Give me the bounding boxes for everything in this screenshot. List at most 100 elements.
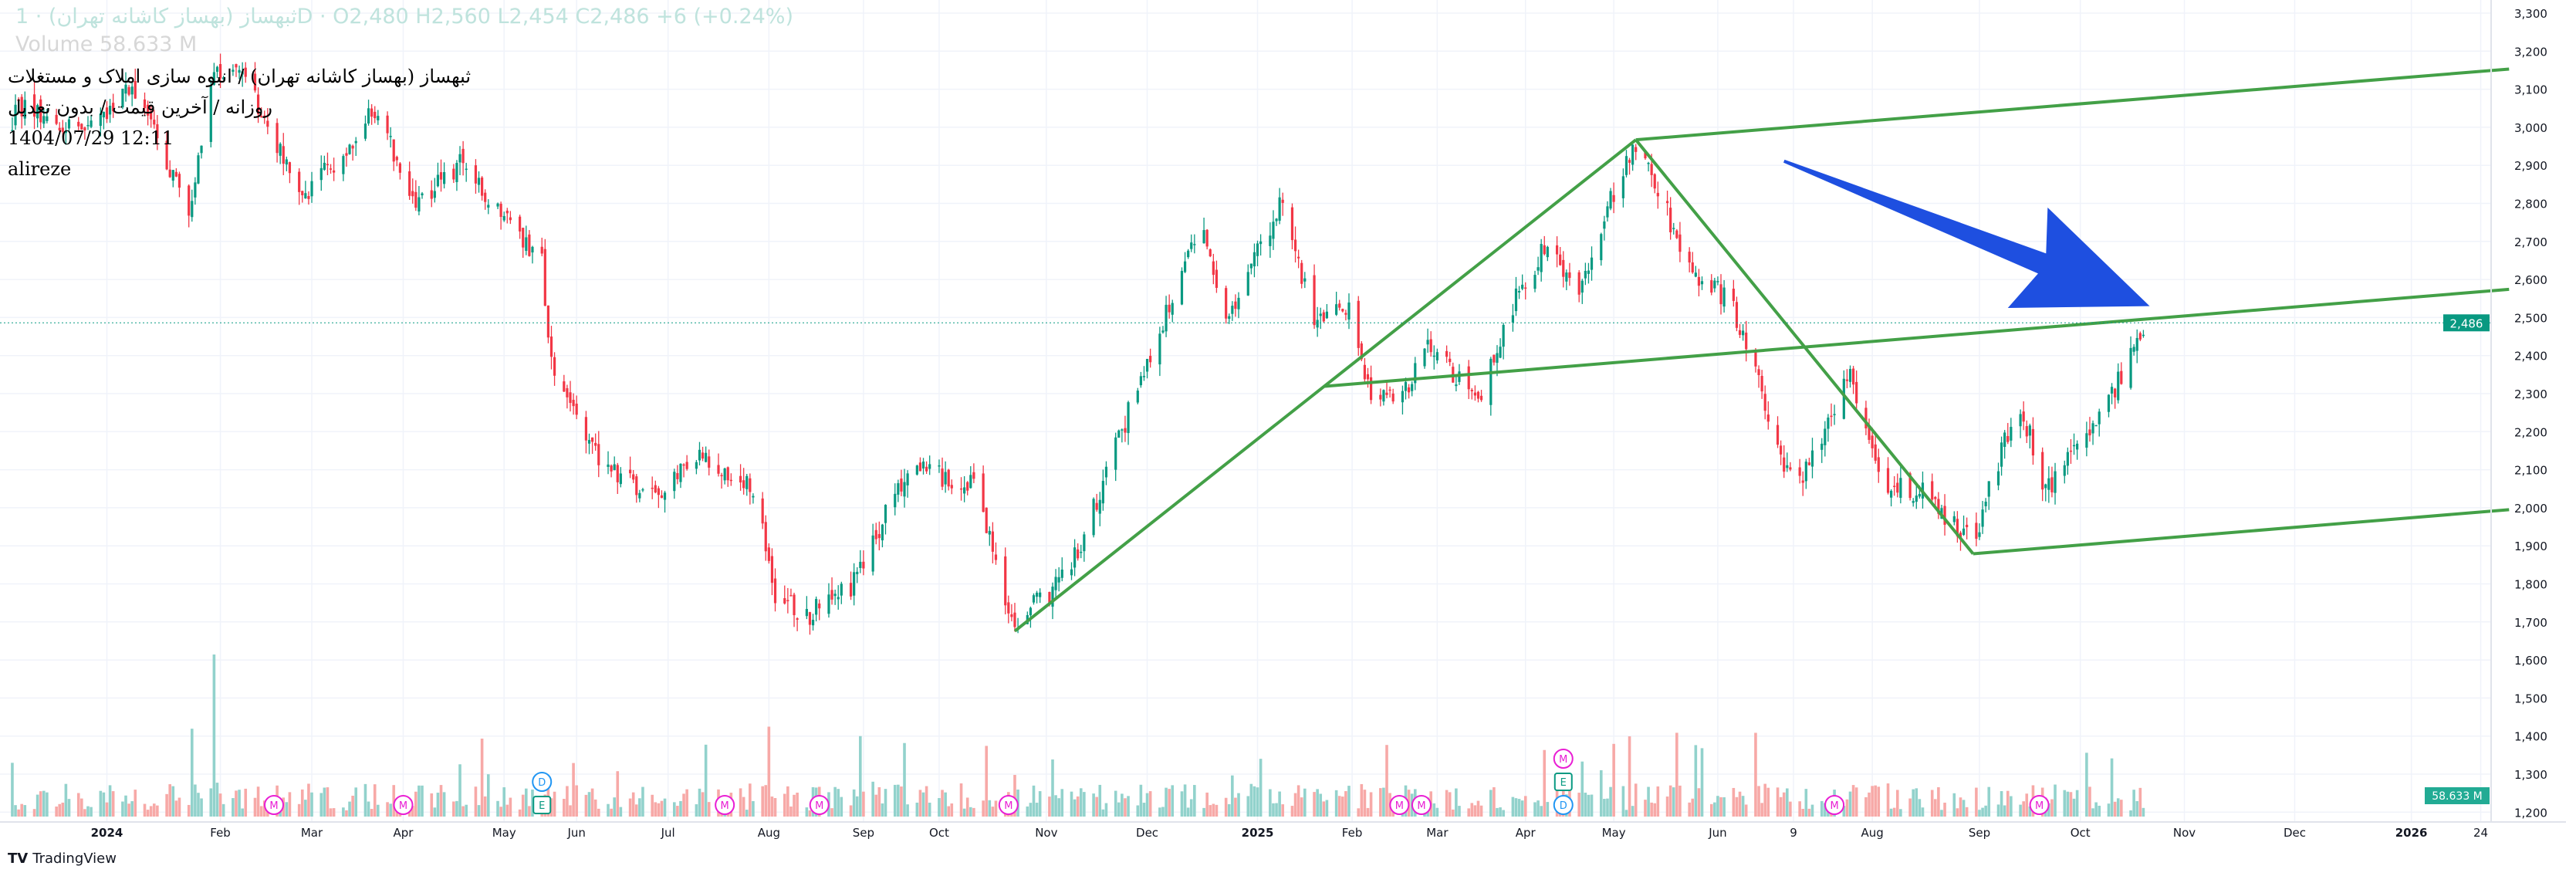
split-event-marker[interactable]: D [532, 772, 553, 792]
earnings-event-marker[interactable]: E [1553, 773, 1573, 791]
candle-body [307, 196, 310, 199]
candle-body [877, 533, 881, 539]
dividend-event-marker[interactable]: M [715, 795, 735, 815]
candle-body [1719, 284, 1722, 305]
dividend-event-marker[interactable]: M [1411, 795, 1432, 815]
dividend-event-marker[interactable]: M [1824, 795, 1845, 815]
dividend-event-marker[interactable]: M [264, 795, 285, 815]
volume-bar [455, 800, 458, 817]
volume-bar [259, 806, 263, 817]
candle-body [367, 108, 370, 123]
volume-bar [1912, 789, 1915, 817]
candle-body [304, 193, 307, 199]
trendline[interactable] [1323, 287, 2510, 388]
dividend-event-marker[interactable]: M [998, 795, 1019, 815]
dividend-event-marker[interactable]: M [393, 795, 414, 815]
trendlines[interactable] [1013, 67, 2510, 633]
volume-bar [742, 797, 745, 817]
candle-body [723, 468, 726, 481]
candle-body [105, 107, 109, 120]
volume-bar [130, 801, 134, 817]
trendline[interactable] [1635, 67, 2510, 142]
candle-body [1559, 254, 1562, 266]
candle-body [663, 492, 667, 500]
volume-bar [1148, 791, 1152, 817]
volume-bar [421, 785, 424, 817]
candle-body [1644, 152, 1647, 159]
volume-bar [2050, 799, 2054, 817]
candle-body [191, 201, 194, 218]
candle-body [969, 475, 972, 489]
dividend-event-marker[interactable]: M [1553, 749, 1574, 769]
candle-body [377, 116, 380, 120]
volume-bar [2003, 805, 2006, 817]
dividend-event-marker[interactable]: M [809, 795, 830, 815]
earnings-event-marker[interactable]: E [532, 796, 552, 814]
volume-bar [474, 786, 478, 817]
candle-body [1665, 201, 1669, 204]
trendline[interactable] [1973, 508, 2510, 556]
candle-body [430, 190, 433, 199]
candle-body [90, 120, 93, 127]
candle-body [1893, 485, 1896, 487]
candle-body [1798, 467, 1801, 476]
volume-bar [1820, 800, 1824, 817]
volume-bar [134, 790, 137, 817]
arrow-icon[interactable] [1783, 159, 2150, 309]
volume-bar [1337, 796, 1341, 817]
volume-bar [1189, 799, 1193, 817]
candle-body [1934, 496, 1937, 499]
candle-body [1577, 272, 1580, 295]
volume-bar [238, 790, 241, 817]
dividend-event-marker[interactable]: M [2029, 795, 2050, 815]
candle-body [1212, 261, 1215, 276]
volume-bar [1650, 802, 1653, 817]
candle-body [679, 463, 682, 482]
volume-bar [830, 808, 833, 817]
volume-bar [2113, 801, 2117, 817]
event-label: M [1004, 800, 1012, 812]
candle-body [818, 603, 821, 609]
volume-bar [256, 786, 260, 817]
volume-bar [1713, 802, 1716, 817]
y-tick-label: 1,300 [2514, 768, 2547, 782]
candle-body [815, 599, 818, 615]
volume-bar [685, 789, 688, 817]
candle-body [241, 71, 244, 75]
tradingview-logo[interactable]: TV TradingView [8, 851, 117, 867]
volume-bar [1029, 803, 1033, 817]
volume-bar [918, 790, 922, 817]
volume-bar [32, 809, 36, 817]
volume-bar [944, 792, 947, 817]
volume-bar [1319, 793, 1323, 817]
y-tick-label: 2,900 [2514, 159, 2547, 173]
volume-bar [23, 805, 27, 817]
volume-bar [1499, 807, 1502, 817]
x-tick-label: Jul [661, 826, 675, 840]
volume-bar [102, 792, 106, 817]
volume-bar [64, 783, 68, 817]
candle-body [1051, 587, 1054, 607]
candle-body [1423, 348, 1426, 367]
price-axis[interactable]: 3,300 3,200 3,100 3,000 2,900 2,800 2,700 2,600… [0, 0, 2547, 822]
arrow-drawing[interactable] [1783, 159, 2150, 309]
candle-body [1098, 499, 1101, 514]
candle-body [99, 113, 102, 127]
candle-body [1842, 378, 1845, 419]
candle-body [1476, 391, 1480, 399]
time-axis[interactable]: 2024 Feb Mar Apr May Jun Jul Aug Sep Oct Nov Dec 202… [0, 821, 2566, 840]
candle-body [610, 465, 613, 472]
split-event-marker[interactable]: D [1553, 795, 1574, 815]
candle-body [1908, 473, 1912, 499]
volume-bar [2120, 800, 2123, 817]
dividend-event-marker[interactable]: M [1389, 795, 1410, 815]
candle-body [1136, 391, 1139, 403]
volume-bar [1962, 800, 1966, 817]
volume-bar [972, 807, 975, 817]
volume-bar [1489, 790, 1493, 817]
volume-bar [783, 793, 786, 817]
candle-body [915, 465, 918, 475]
dividend-icon [2029, 795, 2050, 815]
